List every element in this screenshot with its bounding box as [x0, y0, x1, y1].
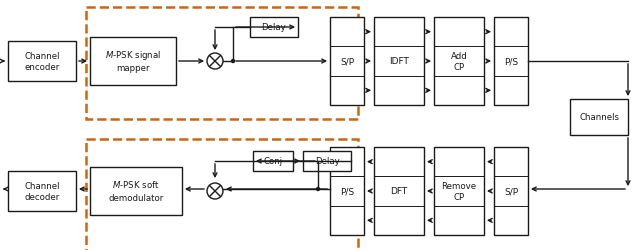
- Text: Add
CP: Add CP: [451, 52, 467, 72]
- Bar: [90, 167, 182, 215]
- Bar: [253, 152, 293, 171]
- Text: mapper: mapper: [116, 64, 150, 73]
- Text: S/P: S/P: [340, 57, 354, 66]
- Text: Conj: Conj: [264, 157, 283, 166]
- Circle shape: [207, 183, 223, 199]
- Bar: [374, 18, 424, 106]
- Text: Channel
decoder: Channel decoder: [24, 182, 60, 201]
- Bar: [330, 148, 364, 235]
- Circle shape: [232, 60, 234, 63]
- Text: demodulator: demodulator: [108, 194, 164, 203]
- Text: Channels: Channels: [579, 113, 619, 122]
- Text: DFT: DFT: [390, 187, 408, 196]
- Bar: [374, 148, 424, 235]
- Bar: [494, 18, 528, 106]
- Bar: [250, 18, 298, 38]
- Bar: [330, 18, 364, 106]
- Bar: [86, 140, 358, 250]
- Text: $\it{M}$-PSK signal: $\it{M}$-PSK signal: [105, 48, 161, 61]
- Text: Delay: Delay: [315, 157, 339, 166]
- Text: P/S: P/S: [504, 57, 518, 66]
- Bar: [303, 152, 351, 171]
- Bar: [8, 42, 76, 82]
- Text: Channel
encoder: Channel encoder: [24, 52, 60, 72]
- Bar: [86, 8, 358, 119]
- Text: S/P: S/P: [504, 187, 518, 196]
- Circle shape: [317, 188, 319, 191]
- Text: P/S: P/S: [340, 187, 354, 196]
- Text: Delay: Delay: [262, 24, 286, 32]
- Bar: [90, 38, 176, 86]
- Bar: [494, 148, 528, 235]
- Bar: [570, 100, 628, 136]
- Bar: [434, 148, 484, 235]
- Text: IDFT: IDFT: [389, 57, 409, 66]
- Text: $\it{M}$-PSK soft: $\it{M}$-PSK soft: [112, 179, 160, 190]
- Circle shape: [207, 54, 223, 70]
- Bar: [8, 171, 76, 211]
- Bar: [434, 18, 484, 106]
- Text: Remove
CP: Remove CP: [442, 182, 477, 201]
